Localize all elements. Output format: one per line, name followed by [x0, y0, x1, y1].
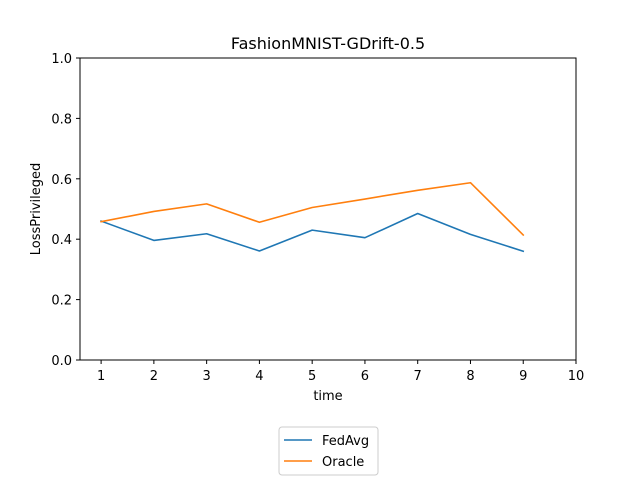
y-tick-label: 0.4 [51, 233, 72, 248]
legend-box [278, 426, 379, 476]
x-tick-label: 9 [519, 369, 527, 384]
series-line-oracle [100, 181, 525, 237]
x-tick-label: 10 [568, 369, 585, 384]
x-tick-label: 6 [361, 369, 369, 384]
y-tick-label: 1.0 [51, 52, 72, 67]
x-axis-label: time [313, 389, 342, 404]
y-tick-label: 0.0 [51, 354, 72, 369]
x-tick-label: 8 [466, 369, 474, 384]
x-tick-label: 3 [202, 369, 210, 384]
chart-title: FashionMNIST-GDrift-0.5 [231, 34, 425, 53]
y-axis-label: LossPrivileged [29, 163, 44, 256]
plot-frame [79, 57, 577, 361]
x-tick-label: 4 [255, 369, 263, 384]
x-tick-label: 1 [97, 369, 105, 384]
x-tick-label: 5 [308, 369, 316, 384]
series-line-fedavg [100, 212, 525, 253]
y-tick-label: 0.2 [51, 294, 72, 309]
y-tick-label: 0.8 [51, 112, 72, 127]
legend-label-oracle: Oracle [322, 455, 364, 470]
y-tick-label: 0.6 [51, 173, 72, 188]
x-tick-label: 7 [414, 369, 422, 384]
x-tick-label: 2 [150, 369, 158, 384]
legend-label-fedavg: FedAvg [322, 434, 369, 449]
